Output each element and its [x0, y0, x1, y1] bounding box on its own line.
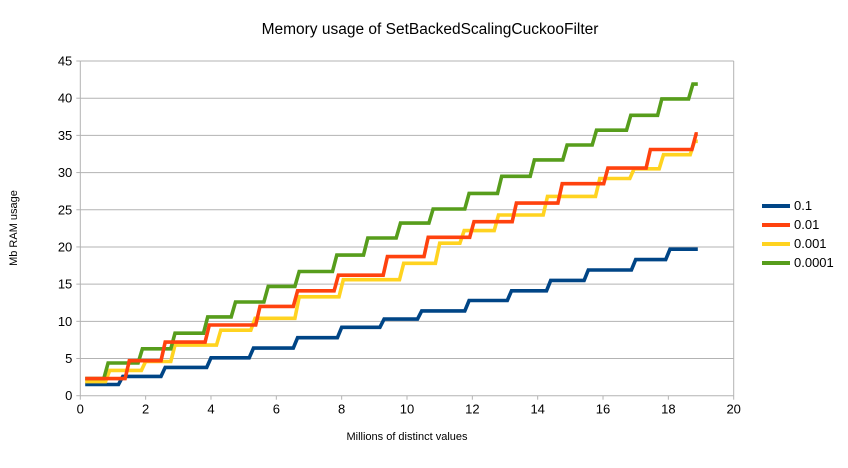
- x-axis-title: Millions of distinct values: [346, 431, 468, 443]
- x-axis-tick-label: 12: [465, 402, 479, 417]
- x-axis-tick-label: 0: [77, 402, 84, 417]
- y-axis-tick-label: 35: [58, 128, 72, 143]
- y-axis-tick-label: 20: [58, 239, 72, 254]
- legend-swatch-red: [762, 222, 790, 227]
- x-axis-tick-label: 4: [207, 402, 214, 417]
- legend-item-0.1: 0.1: [762, 196, 834, 215]
- legend-swatch-green: [762, 260, 790, 265]
- legend: 0.1 0.01 0.001 0.0001: [762, 196, 834, 272]
- chart-title: Memory usage of SetBackedScalingCuckooFi…: [261, 21, 599, 38]
- series-line-0.1: [85, 247, 698, 387]
- x-axis-tick-label: 10: [400, 402, 414, 417]
- legend-label: 0.001: [794, 236, 827, 251]
- series-line-0.001: [85, 139, 698, 384]
- series-line-0.0001: [85, 82, 698, 381]
- x-axis-tick-label: 16: [596, 402, 610, 417]
- y-axis-tick-label: 25: [58, 202, 72, 217]
- legend-item-0.01: 0.01: [762, 215, 834, 234]
- legend-label: 0.0001: [794, 255, 834, 270]
- legend-label: 0.01: [794, 217, 820, 232]
- series-line-0.01: [85, 132, 698, 381]
- y-axis-tick-label: 15: [58, 277, 72, 292]
- x-axis-tick-label: 6: [273, 402, 280, 417]
- legend-swatch-blue: [762, 203, 790, 208]
- x-axis-tick-label: 14: [530, 402, 544, 417]
- x-axis-tick-label: 20: [726, 402, 740, 417]
- y-axis-tick-label: 10: [58, 314, 72, 329]
- legend-item-0.001: 0.001: [762, 234, 834, 253]
- legend-item-0.0001: 0.0001: [762, 253, 834, 272]
- y-axis-tick-label: 30: [58, 165, 72, 180]
- legend-label: 0.1: [794, 198, 813, 213]
- legend-swatch-yellow: [762, 241, 790, 246]
- y-axis-tick-label: 5: [65, 351, 72, 366]
- y-axis-tick-label: 0: [65, 388, 72, 403]
- x-axis-tick-label: 2: [142, 402, 149, 417]
- y-axis-tick-label: 40: [58, 91, 72, 106]
- x-axis-tick-label: 8: [338, 402, 345, 417]
- x-axis-tick-label: 18: [661, 402, 675, 417]
- y-axis-tick-label: 45: [58, 54, 72, 69]
